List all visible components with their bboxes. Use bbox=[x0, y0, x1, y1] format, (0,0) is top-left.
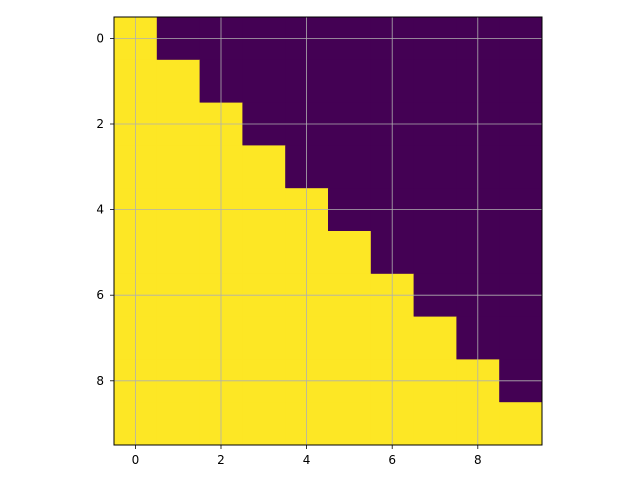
heatmap-cell bbox=[156, 231, 201, 275]
y-axis-ticks: 0 2 4 6 8 bbox=[96, 31, 114, 388]
plot-frame bbox=[113, 16, 543, 446]
x-tick-label: 0 bbox=[132, 453, 140, 467]
heatmap-cell bbox=[413, 402, 457, 446]
y-tick-label: 2 bbox=[96, 117, 104, 131]
heatmap-cells bbox=[114, 17, 543, 446]
x-tick-label: 4 bbox=[303, 453, 311, 467]
heatmap-cell bbox=[242, 59, 286, 104]
heatmap-cell bbox=[242, 231, 286, 275]
heatmap-cell bbox=[499, 231, 543, 275]
heatmap-cell bbox=[499, 316, 543, 360]
heatmap-cell bbox=[242, 145, 286, 189]
x-tick-label: 8 bbox=[474, 453, 482, 467]
x-tick-label: 6 bbox=[388, 453, 396, 467]
heatmap-cell bbox=[328, 145, 372, 189]
heatmap-cell bbox=[499, 59, 543, 104]
heatmap-cell bbox=[413, 316, 457, 360]
heatmap-cell bbox=[328, 402, 372, 446]
heatmap-cell bbox=[328, 59, 372, 104]
y-tick-label: 8 bbox=[96, 374, 104, 388]
heatmap-cell bbox=[413, 145, 457, 189]
x-tick-label: 2 bbox=[217, 453, 225, 467]
heatmap-cell bbox=[499, 402, 543, 446]
heatmap-cell bbox=[156, 402, 201, 446]
heatmap-cell bbox=[413, 231, 457, 275]
heatmap-cell bbox=[328, 231, 372, 275]
heatmap-cell bbox=[413, 59, 457, 104]
heatmap-cell bbox=[156, 145, 201, 189]
x-axis-ticks: 0 2 4 6 8 bbox=[132, 445, 482, 467]
heatmap-cell bbox=[156, 59, 201, 104]
heatmap-cell bbox=[242, 402, 286, 446]
heatmap-cell bbox=[156, 316, 201, 360]
heatmap-cell bbox=[242, 316, 286, 360]
grid-lines bbox=[114, 17, 542, 445]
y-tick-label: 4 bbox=[96, 203, 104, 217]
y-tick-label: 0 bbox=[96, 31, 104, 45]
y-tick-label: 6 bbox=[96, 288, 104, 302]
heatmap-cell bbox=[328, 316, 372, 360]
heatmap-cell bbox=[499, 145, 543, 189]
